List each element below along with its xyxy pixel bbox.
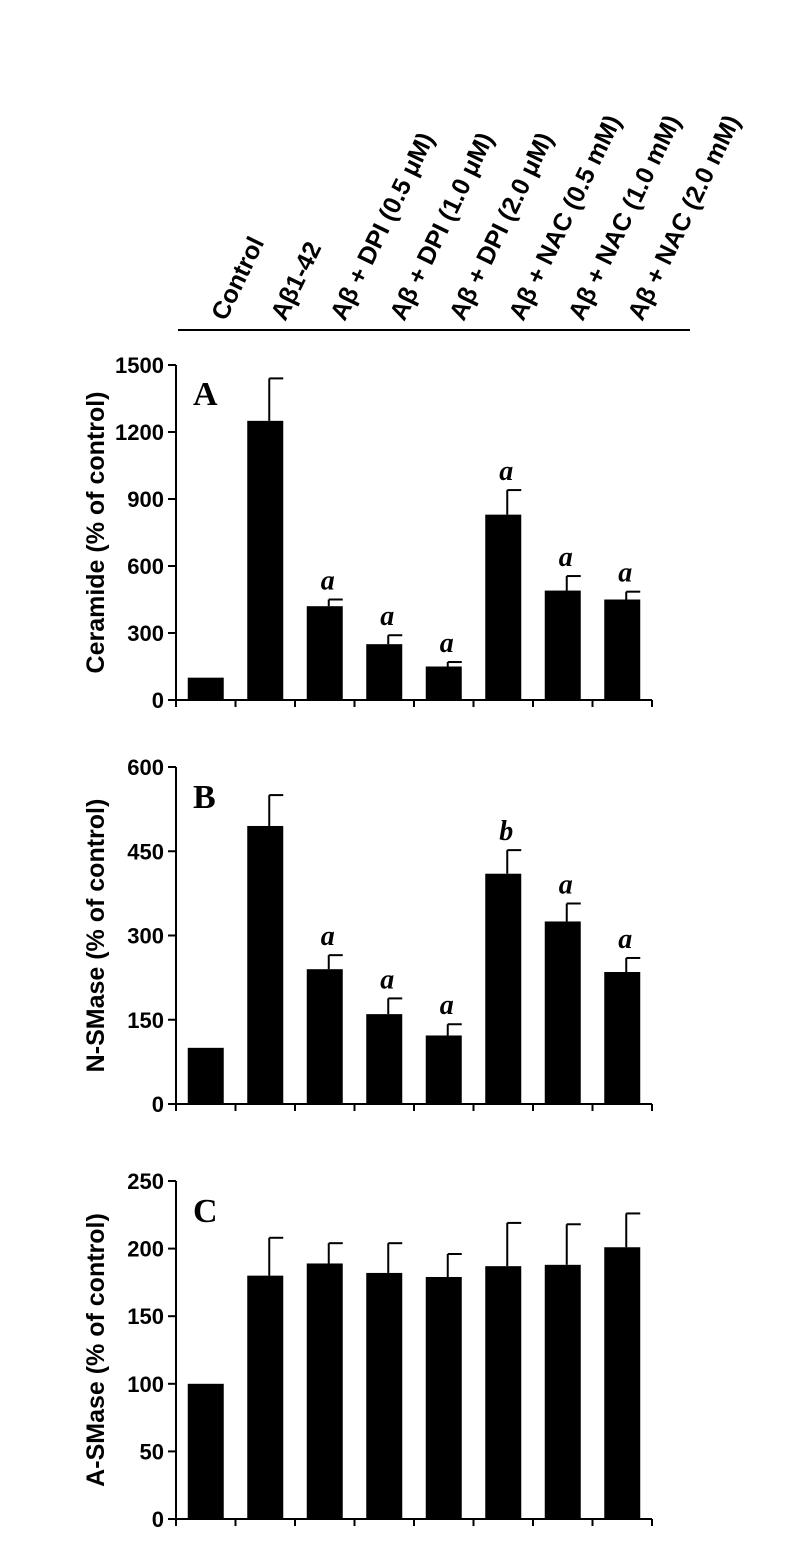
bar [306, 606, 343, 700]
bar [544, 1264, 581, 1519]
y-tick-label: 1500 [115, 353, 164, 378]
bar [187, 1383, 224, 1519]
bar [247, 825, 284, 1104]
panel-letter: B [193, 779, 216, 816]
significance-label: a [440, 628, 454, 659]
significance-label: a [618, 924, 632, 955]
significance-label: a [559, 542, 573, 573]
bar [306, 969, 343, 1104]
bar [485, 1266, 522, 1519]
y-tick-label: 600 [127, 755, 164, 780]
y-tick-label: 150 [127, 1008, 164, 1033]
bar [604, 599, 641, 700]
bar [247, 1275, 284, 1519]
panel-c: A-SMase (% of control) C 0 50 100 150 200 250 [82, 1169, 653, 1532]
panel-a: Ceramide (% of control) A 0 300 600 900 1200 15… [82, 353, 653, 713]
category-label: Aβ + NAC (2.0 mM) [622, 111, 746, 325]
bar [604, 972, 641, 1104]
y-tick-label: 300 [127, 621, 164, 646]
bar [187, 677, 224, 700]
y-tick-label: 600 [127, 554, 164, 579]
y-axis-label: N-SMase (% of control) [82, 799, 110, 1073]
category-label: Control [206, 232, 270, 324]
bar [604, 1247, 641, 1519]
y-tick-label: 0 [152, 1507, 164, 1532]
significance-label: a [499, 456, 513, 487]
y-tick-label: 0 [152, 1092, 164, 1117]
category-label: Aβ1-42 [265, 237, 327, 324]
bar [544, 590, 581, 700]
significance-label: a [380, 964, 394, 995]
significance-label: a [618, 558, 632, 589]
significance-label: a [380, 601, 394, 632]
bar [366, 1014, 403, 1104]
y-tick-label: 300 [127, 924, 164, 949]
y-tick-label: 1200 [115, 420, 164, 445]
significance-label: a [321, 921, 335, 952]
y-tick-label: 900 [127, 487, 164, 512]
bar [485, 873, 522, 1104]
panel-letter: A [193, 376, 218, 413]
bar [485, 514, 522, 700]
bar [425, 666, 462, 700]
panel-letter: C [193, 1193, 218, 1230]
bar [187, 1047, 224, 1104]
y-axis-label: A-SMase (% of control) [82, 1213, 110, 1487]
significance-label: a [559, 869, 573, 900]
y-tick-label: 150 [127, 1304, 164, 1329]
bar [366, 1272, 403, 1519]
significance-label: b [499, 816, 513, 847]
y-tick-label: 200 [127, 1237, 164, 1262]
significance-label: a [440, 990, 454, 1021]
bar [425, 1035, 462, 1104]
bar [366, 644, 403, 700]
bar [306, 1263, 343, 1519]
y-tick-label: 450 [127, 839, 164, 864]
y-tick-label: 100 [127, 1372, 164, 1397]
bar [247, 420, 284, 700]
bar [544, 921, 581, 1104]
panel-b: N-SMase (% of control) B 0 150 300 450 600 a a a b… [82, 755, 653, 1117]
panels: Ceramide (% of control) A 0 300 600 900 1200 15… [82, 353, 653, 1532]
y-tick-label: 50 [140, 1439, 164, 1464]
bar [425, 1276, 462, 1519]
y-axis-label: Ceramide (% of control) [82, 392, 110, 674]
significance-label: a [321, 566, 335, 597]
y-tick-label: 0 [152, 688, 164, 713]
y-tick-label: 250 [127, 1169, 164, 1194]
